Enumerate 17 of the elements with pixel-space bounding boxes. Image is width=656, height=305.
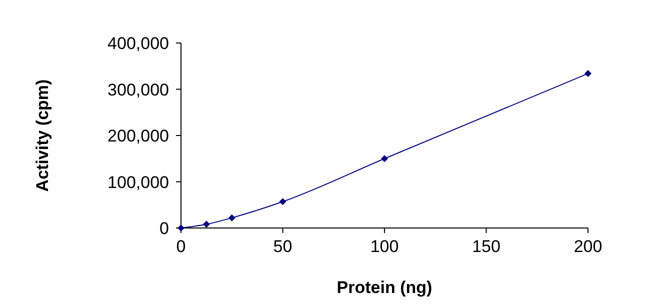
y-tick-label: 200,000 (108, 126, 169, 146)
y-axis-title: Activity (cpm) (33, 79, 52, 192)
point (279, 198, 286, 206)
x-tick-label: 150 (472, 237, 500, 256)
x-tick-label: 0 (176, 237, 186, 256)
x-tick-label: 50 (273, 237, 292, 256)
y-tick-label: 300,000 (108, 80, 169, 100)
x-axis-title: Protein (ng) (336, 278, 432, 297)
y-tick-label: 100,000 (108, 172, 169, 192)
x-tick-label: 200 (574, 237, 602, 256)
point (381, 155, 388, 162)
y-tick-label: 400,000 (108, 34, 169, 53)
point (228, 214, 236, 222)
point (202, 220, 210, 228)
point (584, 70, 592, 78)
y-tick-label: 0 (160, 219, 169, 238)
x-tick-label: 100 (370, 237, 399, 256)
